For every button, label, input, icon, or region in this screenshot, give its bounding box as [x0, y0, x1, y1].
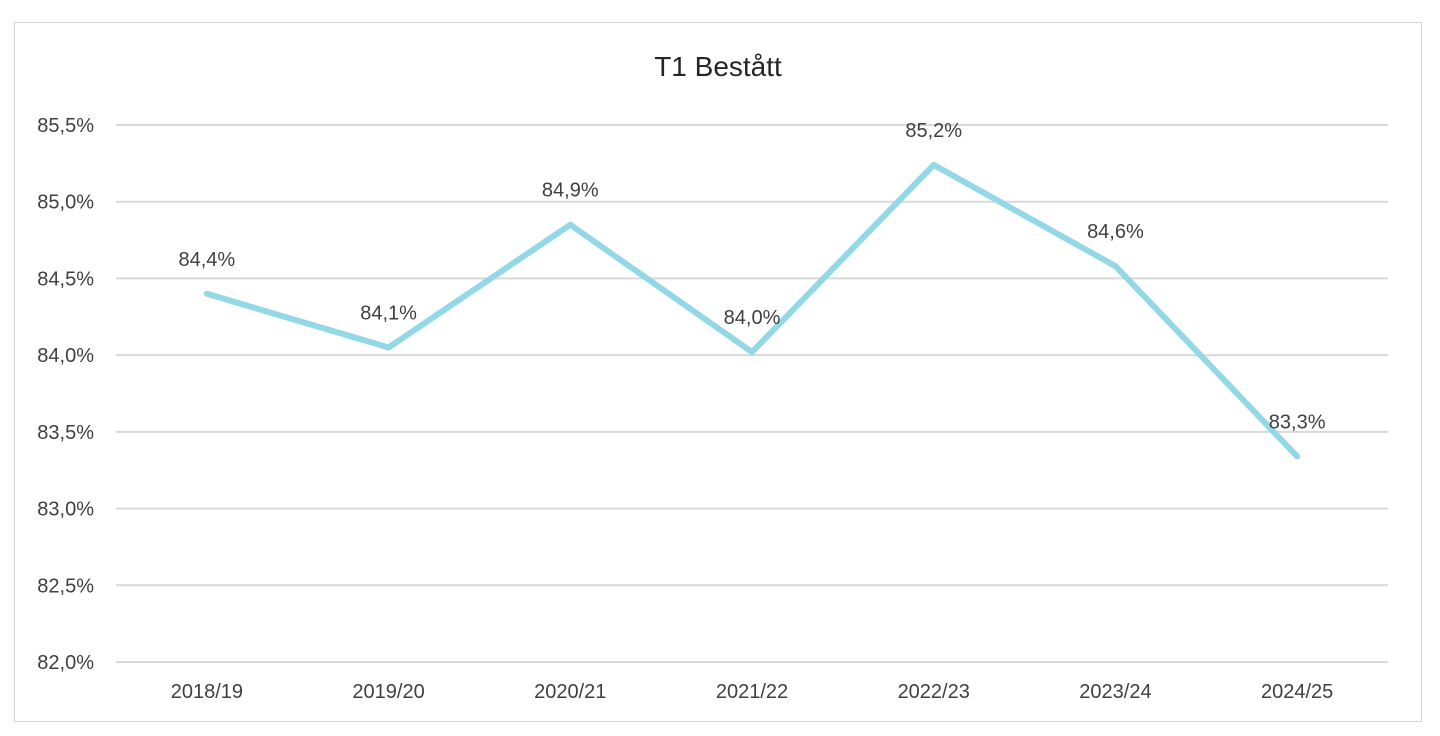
y-tick-label: 85,5% — [37, 115, 94, 137]
y-tick-label: 82,0% — [37, 652, 94, 674]
x-axis-tick-labels: 2018/19 2019/20 2020/21 2021/22 2022/23 2023/… — [171, 681, 1334, 703]
y-tick-label: 84,5% — [37, 268, 94, 290]
chart-title: T1 Bestått — [654, 51, 782, 82]
y-tick-label: 82,5% — [37, 575, 94, 597]
chart-frame — [14, 22, 1422, 722]
data-label: 84,0% — [724, 307, 781, 329]
gridlines — [116, 124, 1388, 663]
data-label: 84,9% — [542, 180, 599, 202]
x-tick-label: 2024/25 — [1261, 681, 1333, 703]
series — [203, 161, 1301, 460]
data-labels: 84,4% 84,1% 84,9% 84,0% 85,2% 84,6% 83,3% — [178, 120, 1325, 434]
y-tick-label: 84,0% — [37, 345, 94, 367]
data-label: 84,1% — [360, 302, 417, 324]
data-label: 83,3% — [1269, 411, 1326, 433]
y-tick-label: 83,5% — [37, 422, 94, 444]
y-tick-label: 85,0% — [37, 192, 94, 214]
x-tick-label: 2021/22 — [716, 681, 788, 703]
x-tick-label: 2018/19 — [171, 681, 243, 703]
data-label: 85,2% — [905, 120, 962, 142]
y-tick-label: 83,0% — [37, 499, 94, 521]
data-label: 84,4% — [178, 249, 235, 271]
x-tick-label: 2019/20 — [352, 681, 424, 703]
x-tick-label: 2023/24 — [1079, 681, 1151, 703]
data-label: 84,6% — [1087, 221, 1144, 243]
y-axis-tick-labels: 82,0% 82,5% 83,0% 83,5% 84,0% 84,5% 85,0% 85,5% — [37, 115, 94, 674]
x-tick-label: 2020/21 — [534, 681, 606, 703]
x-tick-label: 2022/23 — [898, 681, 970, 703]
